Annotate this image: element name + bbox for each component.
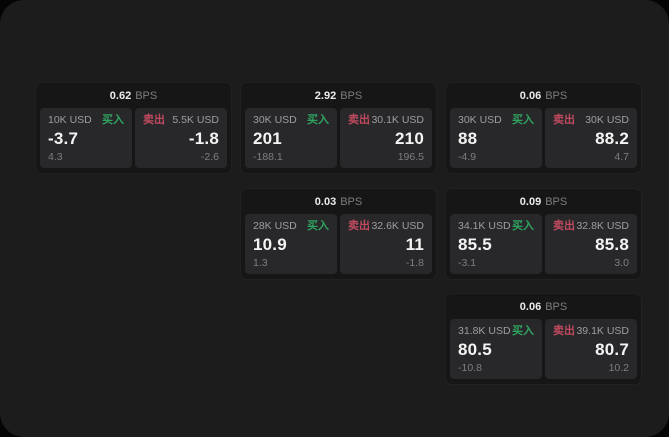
quote-panels: 31.8K USD 买入 80.5 -10.8 卖出 39.1K USD 80.… — [446, 319, 641, 379]
sell-label: 卖出 — [348, 220, 370, 232]
bps-unit-label: BPS — [545, 89, 568, 102]
buy-label: 买入 — [512, 325, 534, 337]
bps-value: 0.06 — [519, 89, 542, 102]
sell-label: 卖出 — [553, 325, 575, 337]
sell-sub-value: 4.7 — [614, 151, 629, 163]
sell-price: -1.8 — [188, 128, 219, 148]
buy-label: 买入 — [102, 114, 124, 126]
buy-amount: 34.1K USD — [458, 220, 511, 232]
buy-label: 买入 — [512, 220, 534, 232]
sell-amount: 30K USD — [585, 114, 629, 126]
bps-value: 2.92 — [314, 89, 337, 102]
sell-price: 80.7 — [595, 339, 629, 359]
quote-card: 0.03 BPS 28K USD 买入 10.9 1.3 卖出 32.6K US… — [240, 188, 437, 280]
buy-panel[interactable]: 28K USD 买入 10.9 1.3 — [245, 214, 337, 274]
bps-header: 0.62 BPS — [36, 83, 231, 108]
buy-label: 买入 — [512, 114, 534, 126]
sell-panel[interactable]: 卖出 39.1K USD 80.7 10.2 — [545, 319, 637, 379]
sell-panel[interactable]: 卖出 5.5K USD -1.8 -2.6 — [135, 108, 227, 168]
bps-unit-label: BPS — [340, 89, 363, 102]
buy-price: 85.5 — [458, 234, 492, 254]
buy-panel[interactable]: 31.8K USD 买入 80.5 -10.8 — [450, 319, 542, 379]
bps-value: 0.09 — [519, 195, 542, 208]
buy-amount: 10K USD — [48, 114, 92, 126]
sell-price: 85.8 — [595, 234, 629, 254]
quote-panels: 28K USD 买入 10.9 1.3 卖出 32.6K USD 11 -1.8 — [241, 214, 436, 274]
buy-price: 10.9 — [253, 234, 287, 254]
buy-sub-value: -10.8 — [458, 362, 482, 374]
quote-panels: 30K USD 买入 201 -188.1 卖出 30.1K USD 210 1… — [241, 108, 436, 168]
sell-price: 88.2 — [595, 128, 629, 148]
sell-panel[interactable]: 卖出 30.1K USD 210 196.5 — [340, 108, 432, 168]
buy-amount: 30K USD — [253, 114, 297, 126]
sell-label: 卖出 — [553, 220, 575, 232]
sell-sub-value: -2.6 — [200, 151, 219, 163]
buy-price: -3.7 — [48, 128, 79, 148]
bps-value: 0.06 — [519, 300, 542, 313]
bps-unit-label: BPS — [340, 195, 363, 208]
buy-panel[interactable]: 10K USD 买入 -3.7 4.3 — [40, 108, 132, 168]
bps-header: 2.92 BPS — [241, 83, 436, 108]
sell-price: 210 — [395, 128, 424, 148]
bps-value: 0.62 — [109, 89, 132, 102]
buy-sub-value: 4.3 — [48, 151, 63, 163]
sell-panel[interactable]: 卖出 32.8K USD 85.8 3.0 — [545, 214, 637, 274]
sell-label: 卖出 — [553, 114, 575, 126]
sell-amount: 32.8K USD — [576, 220, 629, 232]
sell-panel[interactable]: 卖出 32.6K USD 11 -1.8 — [340, 214, 432, 274]
sell-sub-value: -1.8 — [405, 257, 424, 269]
buy-sub-value: -4.9 — [458, 151, 477, 163]
bps-value: 0.03 — [314, 195, 337, 208]
quote-panels: 10K USD 买入 -3.7 4.3 卖出 5.5K USD -1.8 -2.… — [36, 108, 231, 168]
sell-sub-value: 10.2 — [608, 362, 629, 374]
sell-amount: 39.1K USD — [576, 325, 629, 337]
quote-card: 0.06 BPS 31.8K USD 买入 80.5 -10.8 卖出 39.1… — [445, 293, 642, 385]
bps-unit-label: BPS — [545, 195, 568, 208]
bps-unit-label: BPS — [135, 89, 158, 102]
bps-header: 0.09 BPS — [446, 189, 641, 214]
buy-sub-value: 1.3 — [253, 257, 268, 269]
buy-amount: 28K USD — [253, 220, 297, 232]
quote-card: 0.09 BPS 34.1K USD 买入 85.5 -3.1 卖出 32.8K… — [445, 188, 642, 280]
sell-amount: 5.5K USD — [172, 114, 219, 126]
buy-panel[interactable]: 30K USD 买入 88 -4.9 — [450, 108, 542, 168]
quote-card: 0.62 BPS 10K USD 买入 -3.7 4.3 卖出 5.5K USD — [35, 82, 232, 174]
bps-header: 0.06 BPS — [446, 294, 641, 319]
quote-card: 0.06 BPS 30K USD 买入 88 -4.9 卖出 30K USD — [445, 82, 642, 174]
sell-price: 11 — [405, 234, 424, 254]
sell-panel[interactable]: 卖出 30K USD 88.2 4.7 — [545, 108, 637, 168]
buy-amount: 31.8K USD — [458, 325, 511, 337]
buy-sub-value: -3.1 — [458, 257, 477, 269]
buy-price: 80.5 — [458, 339, 492, 359]
bps-header: 0.03 BPS — [241, 189, 436, 214]
bps-unit-label: BPS — [545, 300, 568, 313]
sell-amount: 32.6K USD — [371, 220, 424, 232]
buy-sub-value: -188.1 — [253, 151, 283, 163]
quote-card: 2.92 BPS 30K USD 买入 201 -188.1 卖出 30.1K … — [240, 82, 437, 174]
buy-panel[interactable]: 34.1K USD 买入 85.5 -3.1 — [450, 214, 542, 274]
sell-sub-value: 3.0 — [614, 257, 629, 269]
buy-price: 88 — [458, 128, 478, 148]
bps-header: 0.06 BPS — [446, 83, 641, 108]
buy-label: 买入 — [307, 114, 329, 126]
quote-panels: 34.1K USD 买入 85.5 -3.1 卖出 32.8K USD 85.8… — [446, 214, 641, 274]
sell-label: 卖出 — [143, 114, 165, 126]
buy-panel[interactable]: 30K USD 买入 201 -188.1 — [245, 108, 337, 168]
buy-amount: 30K USD — [458, 114, 502, 126]
sell-amount: 30.1K USD — [371, 114, 424, 126]
sell-sub-value: 196.5 — [397, 151, 424, 163]
quote-panels: 30K USD 买入 88 -4.9 卖出 30K USD 88.2 4.7 — [446, 108, 641, 168]
sell-label: 卖出 — [348, 114, 370, 126]
buy-price: 201 — [253, 128, 282, 148]
buy-label: 买入 — [307, 220, 329, 232]
